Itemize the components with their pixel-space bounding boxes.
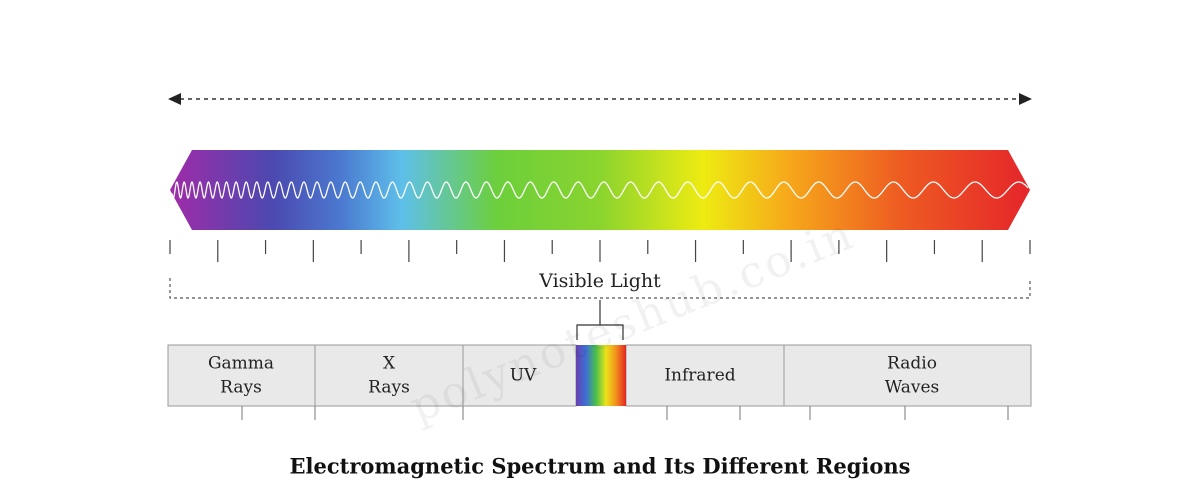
region-label: Waves <box>885 378 940 398</box>
visible-label: Visible Light <box>538 270 661 292</box>
region-label: Gamma <box>208 354 274 374</box>
region-label: Rays <box>220 378 262 398</box>
wave <box>171 180 1029 200</box>
bottom-ticks <box>241 406 1009 420</box>
scale-ticks <box>169 240 1031 262</box>
visible-bracket <box>169 278 1031 299</box>
spectrum-band <box>170 150 1030 230</box>
region-label: Radio <box>887 354 937 374</box>
region-label: X <box>383 354 396 374</box>
region-label: Infrared <box>664 366 735 386</box>
region-label: UV <box>510 366 537 386</box>
visible-box <box>576 345 626 406</box>
region-boxes <box>167 344 1032 407</box>
range-arrow <box>168 93 1032 105</box>
visible-connector <box>576 300 624 340</box>
caption: Electromagnetic Spectrum and Its Differe… <box>290 454 911 479</box>
region-label: Rays <box>368 378 410 398</box>
